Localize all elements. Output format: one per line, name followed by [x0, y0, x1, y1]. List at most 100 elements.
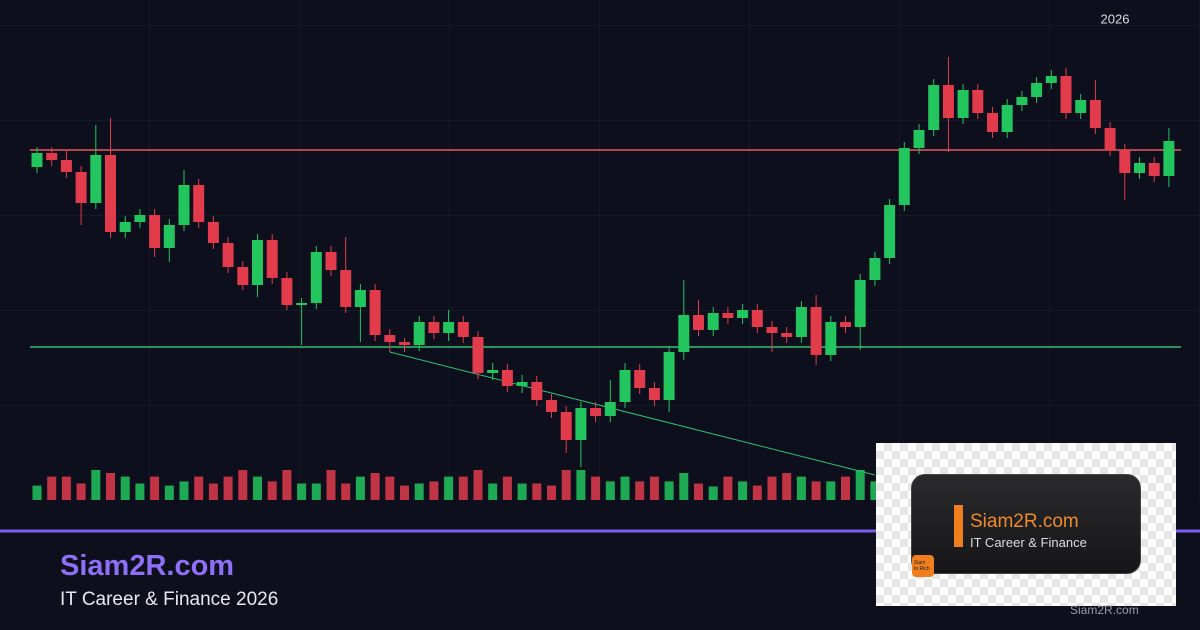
candle-body — [590, 408, 602, 416]
candle-body — [207, 222, 219, 243]
volume-bar — [458, 476, 468, 500]
volume-bar — [47, 476, 57, 500]
candle-body — [178, 185, 190, 225]
candle-body — [252, 240, 263, 285]
candle-body — [1104, 128, 1116, 150]
volume-bar — [414, 483, 424, 500]
candle-body — [678, 315, 690, 352]
grid — [0, 0, 1200, 500]
candle-body — [281, 278, 293, 305]
badge: Siam to Rich — [912, 555, 934, 577]
candle-body — [737, 310, 749, 318]
candle-body — [60, 160, 72, 172]
trend-line — [389, 351, 876, 476]
candle-body — [840, 322, 851, 327]
volume-bar — [649, 476, 659, 500]
candle-body — [222, 243, 234, 267]
candle-body — [310, 252, 322, 303]
volume-bar — [429, 481, 439, 500]
candle-body — [531, 382, 543, 400]
volume-bar — [870, 481, 880, 500]
volume-bar — [796, 476, 806, 500]
candle-body — [781, 333, 793, 337]
candle-body — [75, 172, 87, 203]
volume-bar — [297, 483, 307, 500]
volume-bar — [385, 476, 395, 500]
candle-body — [428, 322, 440, 333]
candle-body — [119, 222, 131, 232]
candle-body — [575, 408, 587, 440]
volume-bar — [826, 481, 836, 500]
volume-bar — [150, 476, 160, 500]
volume-bar — [620, 476, 630, 500]
footer-tagline: IT Career & Finance 2026 — [60, 589, 279, 610]
volume-bar — [135, 483, 145, 500]
volume-bar — [223, 476, 233, 500]
volume-bar — [502, 476, 512, 500]
candle-body — [560, 412, 572, 440]
volume-bar — [282, 470, 292, 500]
volume-bar — [120, 476, 130, 500]
volume-bar — [723, 476, 733, 500]
volume-bar — [106, 473, 115, 500]
candle-body — [1134, 163, 1145, 173]
volume-bar — [517, 483, 527, 500]
volume-bar — [370, 473, 380, 500]
candle-body — [722, 313, 734, 318]
candle-body — [928, 85, 940, 130]
candle-body — [193, 185, 205, 222]
candle-body — [751, 310, 763, 327]
candle-body — [354, 290, 366, 307]
candle-body — [693, 315, 704, 330]
candle-body — [237, 267, 249, 285]
candle-body — [1001, 105, 1013, 132]
volume-bar — [311, 483, 321, 500]
candle-body — [1119, 150, 1131, 173]
volume-bar — [61, 476, 71, 500]
volume-bar — [91, 470, 101, 500]
volume-bar — [326, 470, 336, 500]
candle-body — [1163, 141, 1175, 176]
volume-bar — [664, 481, 674, 500]
volume-bar — [591, 476, 601, 500]
logo-bar — [954, 505, 963, 547]
candle-body — [325, 252, 337, 270]
candle-body — [487, 370, 499, 373]
candle-body — [1089, 100, 1101, 128]
candle-body — [913, 130, 925, 148]
candle-body — [413, 322, 425, 345]
candle-body — [472, 337, 484, 373]
year: 2026 — [1101, 11, 1130, 26]
candle-body — [1060, 76, 1072, 113]
volume-bar — [855, 470, 865, 500]
candle-body — [810, 307, 822, 355]
volume-bar — [238, 470, 248, 500]
volume-bar — [841, 476, 850, 500]
candle-body — [1031, 83, 1043, 97]
candle-body — [648, 388, 660, 400]
candle-body — [31, 153, 43, 167]
candle-body — [516, 382, 528, 386]
candle-body — [898, 148, 910, 205]
volume-bar — [32, 485, 42, 500]
volume-bar — [752, 485, 762, 500]
volume-bar — [532, 483, 542, 500]
candle-body — [604, 402, 616, 416]
candle-body — [854, 280, 866, 327]
volume-bar — [767, 476, 777, 500]
volume-bar — [355, 476, 365, 500]
candle-body — [457, 322, 469, 337]
logo-card: Siam2R.com IT Career & Finance — [911, 474, 1141, 574]
volume-bar — [605, 481, 615, 500]
footer-brand: Siam2R.com — [60, 550, 235, 582]
candle-body — [634, 370, 646, 388]
candle-body — [1016, 97, 1028, 105]
candle-body — [869, 258, 881, 280]
candle-body — [46, 153, 58, 160]
volume-bar — [811, 481, 821, 500]
candle-body — [266, 240, 278, 278]
candle-body — [766, 327, 778, 333]
candle-body — [105, 155, 116, 232]
candle-body — [795, 307, 807, 337]
